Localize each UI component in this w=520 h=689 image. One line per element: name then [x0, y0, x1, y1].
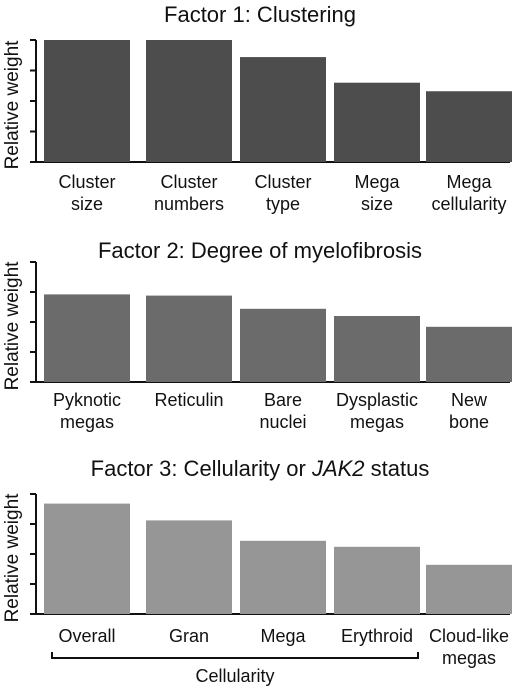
x-tick-label-line: megas: [350, 412, 404, 432]
x-tick-label-line: New: [451, 390, 488, 410]
chart-title: Factor 1: Clustering: [164, 2, 356, 27]
x-tick-label: Cluster type: [254, 172, 311, 214]
x-tick-label: Erythroid: [341, 626, 413, 646]
bar: [146, 295, 232, 382]
x-tick-label-line: Bare: [264, 390, 302, 410]
group-bracket: [51, 652, 419, 659]
y-axis-label: Relative weight: [2, 493, 23, 623]
bar: [426, 564, 512, 614]
chart-3: Factor 3: Cellularity or JAK2 status Rela…: [2, 456, 512, 686]
x-tick-label-line: Erythroid: [341, 626, 413, 646]
x-tick-label-line: type: [266, 194, 300, 214]
x-tick-label: Pyknotic megas: [53, 390, 121, 432]
x-tick-label-line: Mega: [260, 626, 306, 646]
chart-title: Factor 3: Cellularity or JAK2 status: [91, 456, 430, 481]
x-tick-label: Cloud-like megas: [429, 626, 509, 668]
x-tick-label-line: Reticulin: [154, 390, 223, 410]
y-axis-label: Relative weight: [2, 40, 23, 170]
bar: [334, 82, 420, 162]
x-tick-label-line: Cluster: [254, 172, 311, 192]
x-tick-label: Mega: [260, 626, 306, 646]
chart-title: Factor 2: Degree of myelofibrosis: [98, 238, 422, 263]
chart-title-part: JAK2: [311, 456, 365, 481]
chart-title-part: status: [365, 456, 430, 481]
x-tick-label-line: megas: [60, 412, 114, 432]
x-tick-label-line: Cluster: [58, 172, 115, 192]
bar: [334, 546, 420, 614]
chart-title-part: Factor 3: Cellularity or: [91, 456, 312, 481]
x-tick-label-line: bone: [449, 412, 489, 432]
bar: [426, 326, 512, 382]
x-tick-label-line: Mega: [354, 172, 400, 192]
x-tick-label: New bone: [449, 390, 489, 432]
chart-2: Factor 2: Degree of myelofibrosis Relativ…: [2, 238, 512, 432]
x-tick-label-line: Pyknotic: [53, 390, 121, 410]
x-tick-label-line: Cluster: [160, 172, 217, 192]
bar: [146, 520, 232, 614]
x-tick-label: Gran: [169, 626, 209, 646]
x-tick-label: Dysplastic megas: [336, 390, 418, 432]
chart-1: Factor 1: Clustering Relative weight Clust…: [2, 2, 512, 214]
x-tick-label: Mega cellularity: [431, 172, 506, 214]
x-tick-label-line: size: [71, 194, 103, 214]
bar: [240, 308, 326, 382]
x-tick-label-line: Gran: [169, 626, 209, 646]
bar: [44, 40, 130, 162]
x-tick-label: Cluster numbers: [154, 172, 224, 214]
x-tick-label: Bare nuclei: [259, 390, 306, 432]
x-tick-label-line: size: [361, 194, 393, 214]
x-tick-label-line: numbers: [154, 194, 224, 214]
group-label: Cellularity: [195, 666, 274, 686]
x-tick-label-line: Cloud-like: [429, 626, 509, 646]
bar: [44, 294, 130, 382]
bar: [334, 316, 420, 382]
bar: [146, 40, 232, 162]
x-tick-label-line: Mega: [446, 172, 492, 192]
x-tick-label: Mega size: [354, 172, 400, 214]
x-tick-label: Reticulin: [154, 390, 223, 410]
bar: [240, 57, 326, 162]
x-tick-label-line: Dysplastic: [336, 390, 418, 410]
y-axis-label: Relative weight: [2, 261, 23, 391]
x-tick-label: Overall: [58, 626, 115, 646]
bar: [240, 540, 326, 614]
x-tick-label-line: megas: [442, 648, 496, 668]
bar: [426, 91, 512, 162]
x-tick-label: Cluster size: [58, 172, 115, 214]
x-tick-label-line: cellularity: [431, 194, 506, 214]
bar: [44, 503, 130, 614]
x-tick-label-line: Overall: [58, 626, 115, 646]
x-tick-label-line: nuclei: [259, 412, 306, 432]
